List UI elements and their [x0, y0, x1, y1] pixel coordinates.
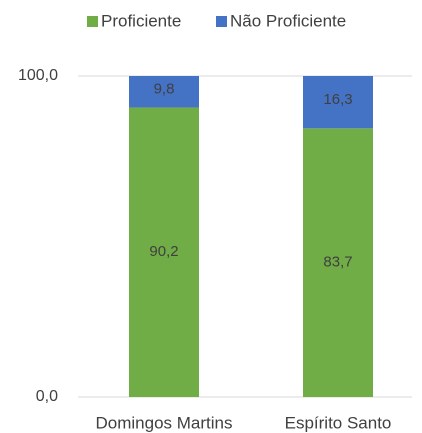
bar-segment [129, 107, 199, 397]
legend-label: Não Proficiente [230, 11, 346, 30]
data-label: 83,7 [323, 254, 352, 271]
legend-swatch [87, 16, 98, 27]
x-tick-label: Domingos Martins [96, 413, 233, 432]
data-label: 9,8 [154, 81, 175, 98]
legend-swatch [216, 16, 227, 27]
x-tick-label: Espírito Santo [285, 413, 392, 432]
bar-segment [129, 76, 199, 108]
bar-segment [303, 76, 373, 129]
y-tick-label: 100,0 [18, 67, 58, 84]
y-tick-label: 0,0 [36, 388, 58, 405]
legend-label: Proficiente [101, 11, 181, 30]
data-label: 90,2 [149, 243, 178, 260]
data-label: 16,3 [323, 91, 352, 108]
bar-segment [303, 128, 373, 397]
